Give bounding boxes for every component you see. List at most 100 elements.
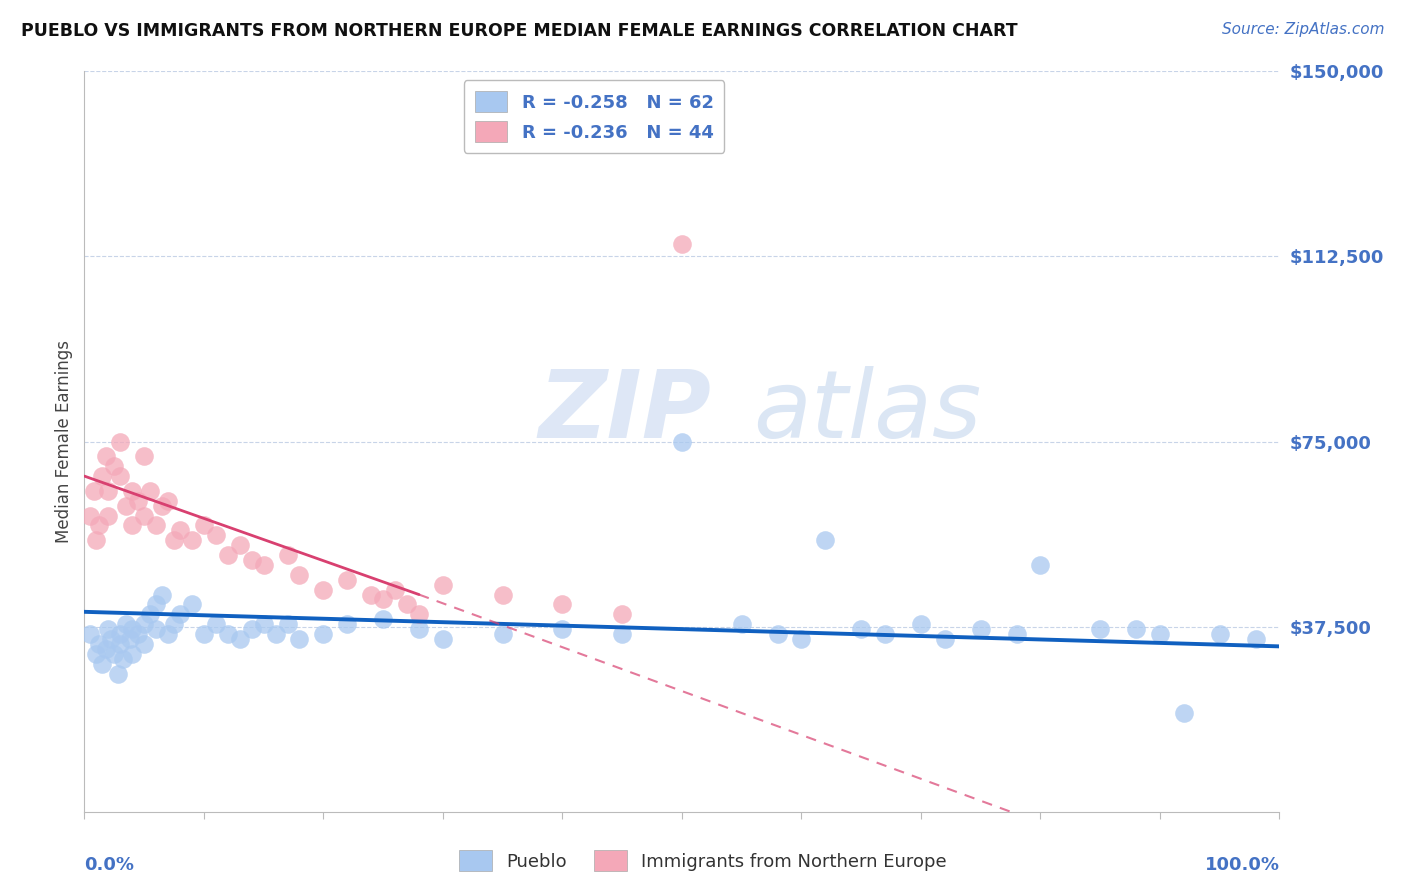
Point [373,592,395,607]
Point [277,617,299,632]
Point [181,533,204,548]
Point [79,508,101,523]
Point [110,434,132,449]
Point [100,632,122,646]
Point [731,617,754,632]
Point [551,598,574,612]
Point [118,632,141,646]
Point [121,518,143,533]
Text: 100.0%: 100.0% [1205,856,1279,874]
Point [87,637,110,651]
Point [145,518,167,533]
Point [97,622,120,636]
Point [145,598,167,612]
Point [970,622,993,636]
Point [169,524,191,538]
Point [492,627,515,641]
Point [432,632,454,646]
Point [384,582,406,597]
Point [312,627,335,641]
Point [766,627,789,641]
Text: Source: ZipAtlas.com: Source: ZipAtlas.com [1222,22,1385,37]
Point [205,528,228,542]
Point [408,622,430,636]
Point [612,607,634,622]
Point [1005,627,1028,641]
Point [79,627,101,641]
Point [127,493,149,508]
Point [103,459,125,474]
Legend: Pueblo, Immigrants from Northern Europe: Pueblo, Immigrants from Northern Europe [453,843,953,879]
Point [94,450,117,464]
Point [121,622,143,636]
Point [94,641,117,656]
Point [814,533,837,548]
Point [103,647,125,661]
Point [1125,622,1147,636]
Point [492,588,515,602]
Legend: R = -0.258   N = 62, R = -0.236   N = 44: R = -0.258 N = 62, R = -0.236 N = 44 [464,80,724,153]
Text: ZIP: ZIP [538,366,711,458]
Text: atlas: atlas [754,367,981,458]
Y-axis label: Median Female Earnings: Median Female Earnings [55,340,73,543]
Point [132,508,156,523]
Point [875,627,897,641]
Point [169,607,191,622]
Point [193,518,215,533]
Text: PUEBLO VS IMMIGRANTS FROM NORTHERN EUROPE MEDIAN FEMALE EARNINGS CORRELATION CHA: PUEBLO VS IMMIGRANTS FROM NORTHERN EUROP… [21,22,1018,40]
Point [163,533,186,548]
Point [86,533,108,548]
Point [336,573,359,587]
Point [1244,632,1267,646]
Point [240,622,263,636]
Point [110,627,132,641]
Point [229,632,252,646]
Point [132,450,156,464]
Point [288,632,311,646]
Point [150,588,173,602]
Point [336,617,359,632]
Point [910,617,932,632]
Text: 0.0%: 0.0% [84,856,135,874]
Point [240,553,263,567]
Point [83,483,105,498]
Point [132,637,156,651]
Point [253,558,276,572]
Point [217,627,239,641]
Point [181,598,204,612]
Point [107,666,129,681]
Point [145,622,167,636]
Point [408,607,430,622]
Point [229,538,252,552]
Point [91,469,114,483]
Point [1090,622,1112,636]
Point [373,612,395,626]
Point [127,627,149,641]
Point [91,657,114,671]
Point [432,577,454,591]
Point [150,499,173,513]
Point [1149,627,1171,641]
Point [205,617,228,632]
Point [86,647,108,661]
Point [157,493,180,508]
Point [360,588,382,602]
Point [157,627,180,641]
Point [121,483,143,498]
Point [163,617,186,632]
Point [288,567,311,582]
Point [312,582,335,597]
Point [139,607,162,622]
Point [1029,558,1052,572]
Point [612,627,634,641]
Point [264,627,287,641]
Point [115,617,138,632]
Point [217,548,239,562]
Point [139,483,162,498]
Point [551,622,574,636]
Point [277,548,299,562]
Point [253,617,276,632]
Point [396,598,419,612]
Point [671,237,693,252]
Point [132,617,156,632]
